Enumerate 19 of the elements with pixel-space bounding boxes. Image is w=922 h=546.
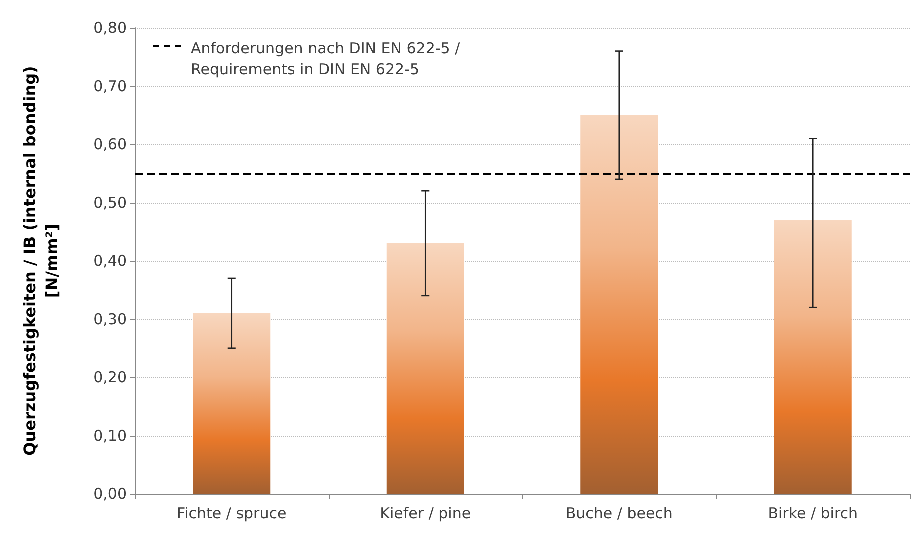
y-tick-label: 0,00 — [94, 485, 127, 503]
x-tick-label: Buche / beech — [566, 504, 673, 522]
bar — [580, 115, 658, 494]
y-tick-label: 0,80 — [94, 19, 127, 37]
y-tick-label: 0,20 — [94, 368, 127, 386]
y-tick-label: 0,50 — [94, 194, 127, 212]
legend-label: Anforderungen nach DIN EN 622-5 / Requirements in DIN EN 622-5 — [191, 40, 462, 78]
y-axis-title: Querzugfestigkeiten / IB (internal bonding) [N/mm²] — [20, 66, 62, 456]
bar — [193, 313, 271, 494]
x-tick-label: Birke / birch — [768, 504, 858, 522]
y-tick-label: 0,40 — [94, 252, 127, 270]
bar — [774, 220, 852, 494]
x-tick-label: Fichte / spruce — [177, 504, 287, 522]
y-tick-label: 0,70 — [94, 77, 127, 96]
y-tick-label: 0,10 — [94, 426, 127, 445]
bar — [386, 244, 464, 494]
y-tick-label: 0,60 — [94, 136, 127, 154]
x-tick-label: Kiefer / pine — [380, 504, 472, 522]
y-tick-label: 0,30 — [94, 310, 127, 328]
